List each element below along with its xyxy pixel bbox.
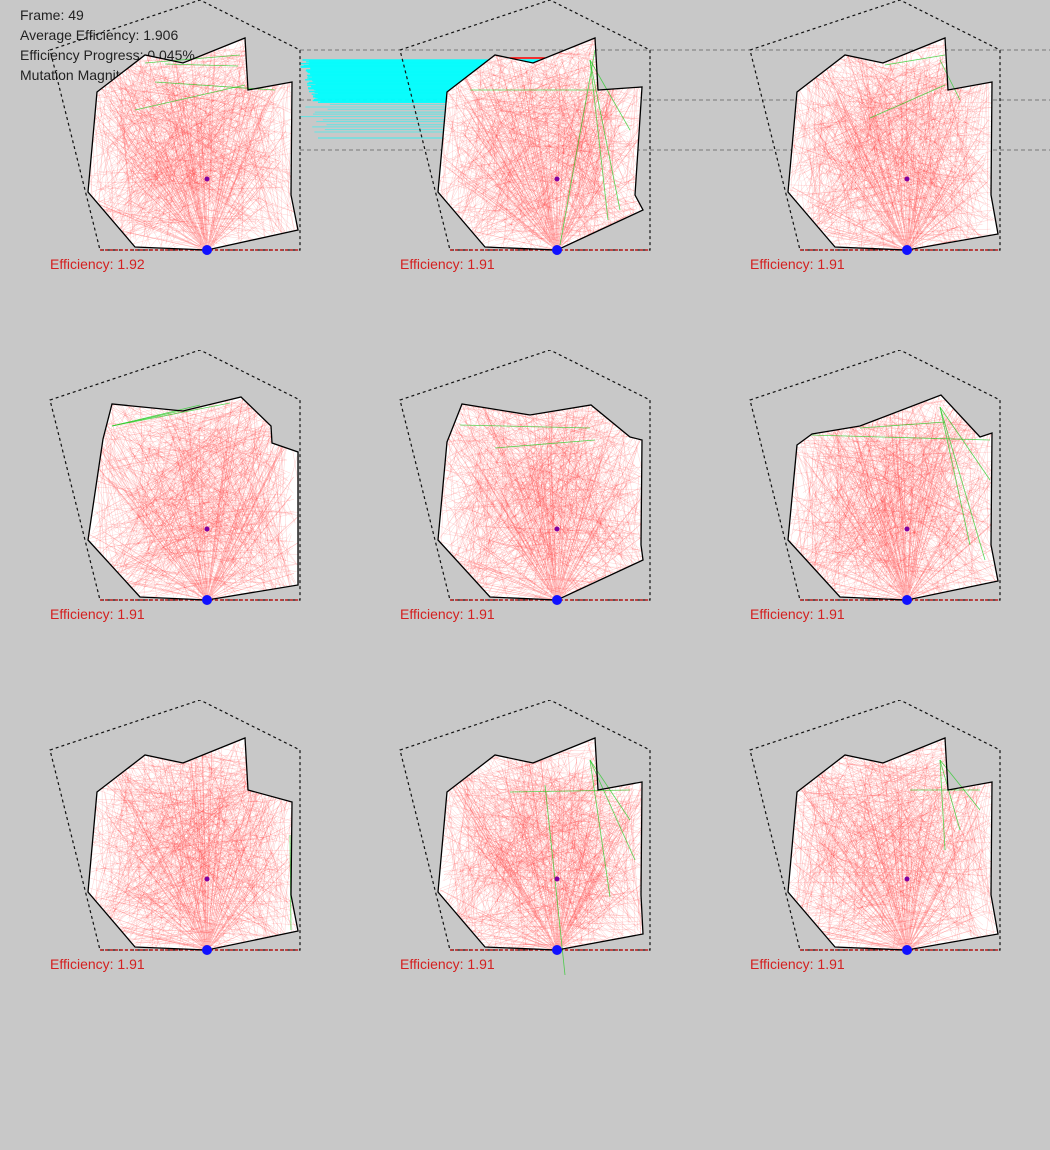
efficiency-label: Efficiency: 1.91 bbox=[400, 256, 495, 272]
bounding-outline bbox=[49, 350, 301, 601]
organism-plot bbox=[399, 700, 651, 976]
bounce-rays bbox=[910, 759, 981, 851]
ray-mesh bbox=[438, 738, 643, 950]
organism-shape bbox=[438, 404, 643, 600]
organism-plot bbox=[49, 350, 301, 605]
organism-plot bbox=[399, 0, 651, 255]
light-source bbox=[552, 945, 562, 955]
organism-cell: Efficiency: 1.91 bbox=[350, 700, 700, 1050]
efficiency-label: Efficiency: 1.91 bbox=[50, 956, 145, 972]
light-source bbox=[202, 595, 212, 605]
organism-shape bbox=[788, 395, 998, 600]
bounce-rays bbox=[459, 424, 596, 449]
organism-shape bbox=[88, 738, 298, 950]
efficiency-label: Efficiency: 1.92 bbox=[50, 256, 145, 272]
organism-shape bbox=[88, 38, 298, 250]
light-source bbox=[552, 245, 562, 255]
efficiency-label: Efficiency: 1.91 bbox=[750, 256, 845, 272]
organism-cell: Efficiency: 1.91 bbox=[0, 700, 350, 1050]
bounce-rays bbox=[869, 54, 961, 119]
organism-boundary bbox=[787, 394, 999, 601]
ray-mesh bbox=[88, 738, 298, 950]
bounce-rays bbox=[809, 406, 991, 561]
bounding-outline bbox=[749, 350, 1001, 601]
center-point bbox=[204, 876, 210, 882]
center-point bbox=[904, 876, 910, 882]
light-source bbox=[902, 245, 912, 255]
efficiency-label: Efficiency: 1.91 bbox=[750, 956, 845, 972]
organism-cell: Efficiency: 1.91 bbox=[700, 350, 1050, 700]
bounding-outline bbox=[49, 0, 301, 251]
ray-mesh bbox=[88, 38, 298, 250]
organism-boundary bbox=[437, 403, 644, 601]
organism-plot bbox=[749, 700, 1001, 955]
organism-cell: Efficiency: 1.91 bbox=[350, 0, 700, 350]
bounding-outline bbox=[49, 700, 301, 951]
organism-shape bbox=[438, 38, 643, 250]
light-source bbox=[552, 595, 562, 605]
organism-boundary bbox=[87, 737, 299, 951]
center-point bbox=[904, 526, 910, 532]
light-source bbox=[202, 945, 212, 955]
organism-boundary bbox=[787, 37, 999, 251]
light-source bbox=[902, 945, 912, 955]
organism-cell: Efficiency: 1.91 bbox=[700, 700, 1050, 1050]
organism-boundary bbox=[87, 37, 299, 251]
organism-boundary bbox=[87, 396, 299, 601]
organism-cell: Efficiency: 1.91 bbox=[350, 350, 700, 700]
efficiency-label: Efficiency: 1.91 bbox=[400, 606, 495, 622]
organism-cell: Efficiency: 1.91 bbox=[0, 350, 350, 700]
organism-plot bbox=[749, 0, 1001, 255]
bounding-outline bbox=[399, 0, 651, 251]
center-point bbox=[554, 526, 560, 532]
bounding-outline bbox=[399, 700, 651, 951]
bounding-outline bbox=[749, 700, 1001, 951]
efficiency-label: Efficiency: 1.91 bbox=[750, 606, 845, 622]
center-point bbox=[204, 176, 210, 182]
organism-plot bbox=[49, 700, 301, 955]
organism-shape bbox=[88, 397, 298, 600]
bounding-outline bbox=[399, 350, 651, 601]
organism-plot bbox=[399, 350, 651, 605]
center-point bbox=[554, 876, 560, 882]
organism-shape bbox=[788, 38, 998, 250]
organism-cell: Efficiency: 1.91 bbox=[700, 0, 1050, 350]
organism-shape bbox=[788, 738, 998, 950]
efficiency-label: Efficiency: 1.91 bbox=[400, 956, 495, 972]
center-point bbox=[904, 176, 910, 182]
center-point bbox=[204, 526, 210, 532]
ray-mesh bbox=[788, 738, 998, 950]
organism-plot bbox=[49, 0, 301, 255]
organism-boundary bbox=[787, 737, 999, 951]
organism-cell: Efficiency: 1.92 bbox=[0, 0, 350, 350]
organism-boundary bbox=[437, 37, 644, 251]
bounce-rays bbox=[111, 402, 231, 427]
light-source bbox=[902, 595, 912, 605]
center-point bbox=[554, 176, 560, 182]
efficiency-label: Efficiency: 1.91 bbox=[50, 606, 145, 622]
ray-mesh bbox=[88, 397, 298, 600]
organism-plot bbox=[749, 350, 1001, 605]
average-efficiency: Average Efficiency: 1.906 bbox=[20, 27, 179, 43]
bounding-outline bbox=[749, 0, 1001, 251]
frame-counter: Frame: 49 bbox=[20, 7, 84, 23]
organism-boundary bbox=[437, 737, 644, 951]
light-source bbox=[202, 245, 212, 255]
